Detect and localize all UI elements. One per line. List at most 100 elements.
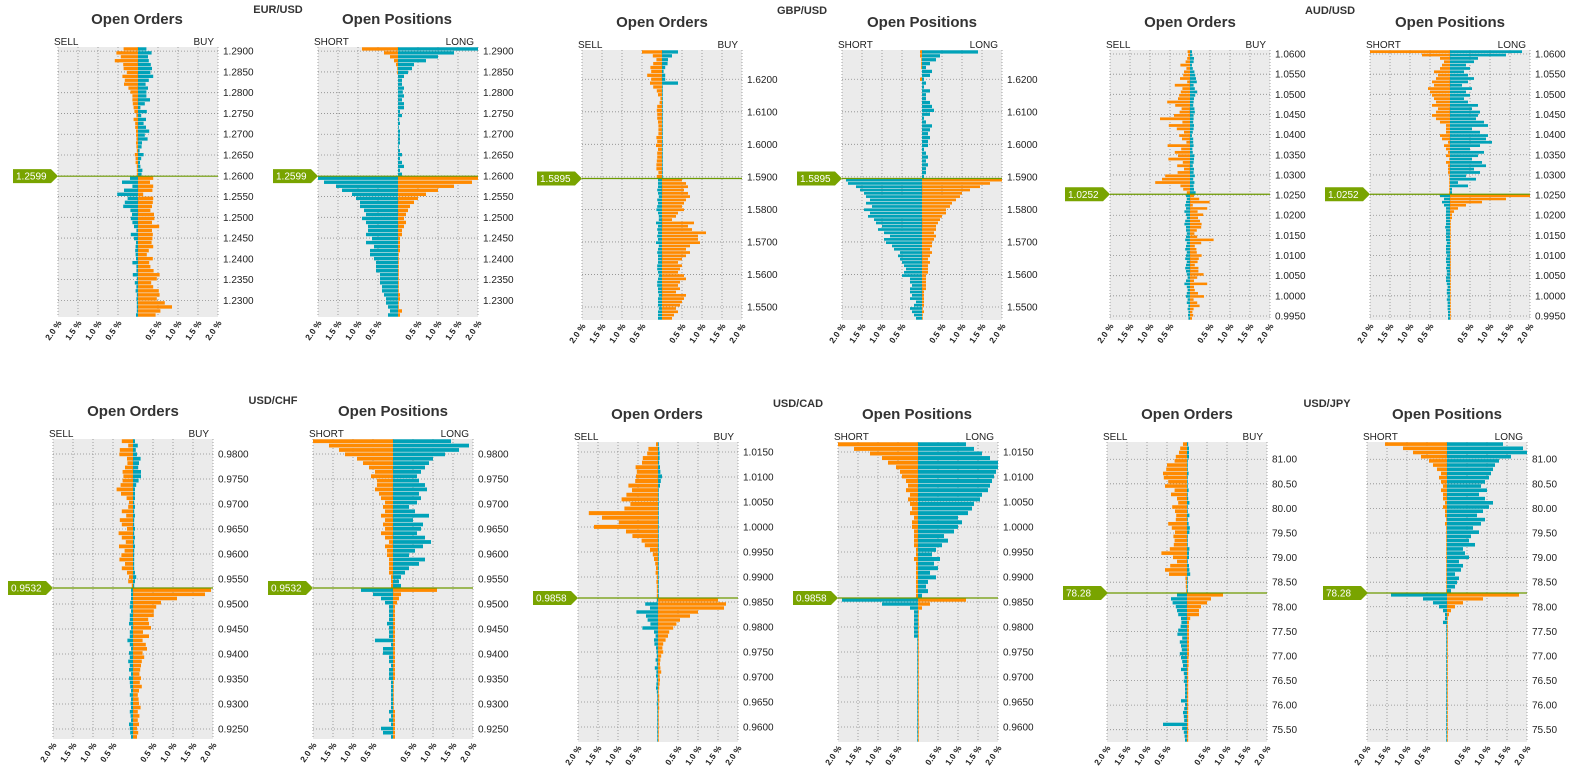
bar-right [1190, 241, 1202, 245]
bar-left [917, 694, 918, 698]
bar-right [138, 309, 161, 313]
y-tick-label: 1.2700 [223, 130, 254, 141]
bar-right [393, 562, 419, 566]
bar-right [922, 264, 928, 268]
bar-left [136, 293, 138, 297]
bar-left [908, 483, 918, 488]
bar-left [878, 228, 922, 231]
bar-left [658, 185, 662, 189]
bar-right [393, 735, 395, 739]
bar-left [658, 317, 662, 320]
bar-right [658, 722, 659, 726]
bar-right [1447, 628, 1448, 632]
x-tick-label: 0.5 % [1195, 321, 1216, 345]
bar-right [658, 658, 661, 662]
bar-right [393, 642, 395, 647]
bar-left [1448, 171, 1450, 174]
bar-left [917, 638, 918, 642]
bar-right [1450, 241, 1451, 245]
bar-right [658, 492, 659, 497]
bar-right [1187, 683, 1189, 687]
bar-left [658, 257, 662, 261]
bar-right [918, 686, 919, 690]
bar-right [398, 224, 404, 229]
bar-right [658, 698, 660, 702]
bar-right [1447, 542, 1475, 547]
bar-left [1181, 644, 1187, 648]
bar-right [1447, 442, 1503, 446]
x-tick-label: 1.0 % [863, 743, 884, 767]
bar-left [917, 734, 918, 738]
bar-right [922, 97, 926, 101]
bar-right [658, 682, 660, 686]
bar-left [1446, 667, 1447, 672]
bar-right [138, 305, 172, 309]
x-tick-label: 1.0 % [1132, 743, 1153, 767]
bar-left [656, 58, 662, 62]
bar-right [658, 726, 659, 730]
bar-left [1432, 114, 1450, 117]
bar-left [1182, 137, 1190, 141]
bar-left [136, 145, 138, 149]
bar-right [138, 196, 154, 201]
bar-right [138, 176, 154, 180]
bar-right [1190, 117, 1194, 121]
bar-right [918, 451, 982, 456]
x-tick-label: 2.0 % [303, 318, 324, 342]
bar-right [918, 634, 919, 638]
bar-left [1441, 488, 1447, 493]
bar-right [658, 575, 659, 580]
bar-right [1450, 60, 1474, 64]
bar-left [636, 474, 658, 479]
bar-left [1178, 612, 1187, 617]
y-tick-label: 1.5800 [747, 205, 778, 216]
bar-right [1447, 632, 1448, 636]
bar-left [916, 589, 918, 594]
bar-left [1180, 446, 1187, 451]
bar-right [662, 155, 663, 159]
bar-right [1187, 663, 1189, 668]
bar-left [1446, 534, 1447, 539]
bar-right [658, 602, 726, 606]
bar-right [658, 524, 659, 529]
bar-left [1444, 60, 1450, 64]
bar-right [138, 297, 157, 301]
bar-left [916, 584, 918, 589]
bar-left [657, 205, 662, 208]
bar-left [1446, 675, 1447, 679]
bar-left [657, 694, 658, 698]
bar-right [398, 293, 400, 297]
bar-left [1185, 703, 1187, 707]
bar-left [656, 108, 662, 113]
bar-left [389, 540, 393, 544]
bar-right [138, 184, 154, 188]
bar-left [127, 461, 133, 465]
bar-right [398, 145, 399, 149]
bar-right [658, 650, 664, 654]
bar-left [1188, 53, 1190, 57]
bar-left [1175, 509, 1187, 513]
bar-left [635, 465, 658, 470]
bar-left [656, 598, 658, 602]
bar-left [129, 634, 133, 639]
bar-right [138, 86, 148, 90]
left-side-label: SELL [49, 429, 74, 440]
bar-left [387, 548, 393, 553]
x-tick-label: 1.5 % [1375, 321, 1396, 345]
bar-right [918, 589, 928, 594]
y-tick-label: 1.0350 [1535, 150, 1566, 161]
y-tick-label: 1.2750 [483, 109, 514, 120]
bar-right [918, 566, 938, 571]
y-tick-label: 0.9750 [478, 475, 509, 486]
bar-right [658, 686, 660, 690]
bar-left [132, 212, 138, 217]
bar-right [662, 185, 688, 189]
bar-right [133, 600, 161, 605]
bar-right [658, 589, 659, 594]
bar-left [1436, 77, 1450, 80]
bar-left [1446, 555, 1447, 560]
bar-right [662, 77, 666, 81]
bar-left [391, 735, 393, 739]
bar-right [658, 614, 690, 618]
bar-left [1444, 203, 1450, 207]
